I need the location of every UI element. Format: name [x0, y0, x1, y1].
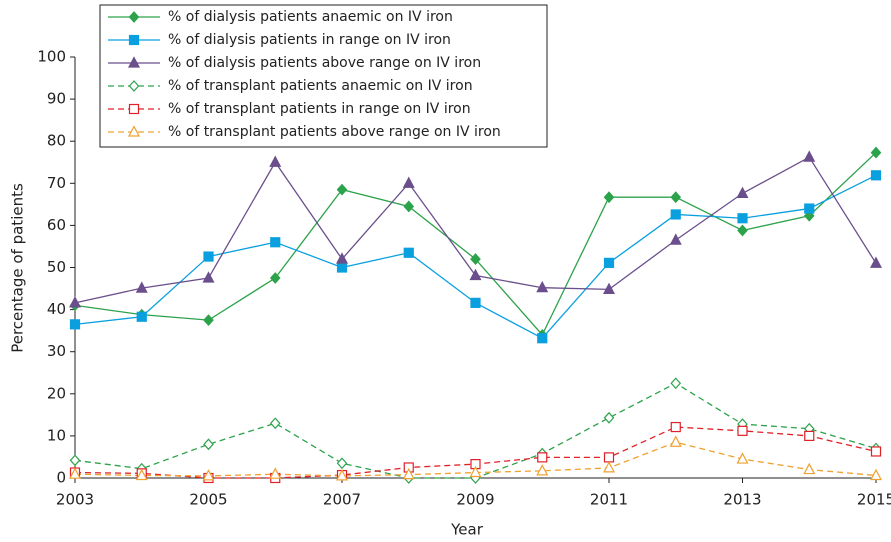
marker	[870, 170, 882, 181]
marker	[336, 252, 348, 264]
legend-label: % of dialysis patients in range on IV ir…	[168, 32, 451, 48]
marker	[670, 209, 681, 220]
legend-label: % of dialysis patients anaemic on IV iro…	[168, 9, 453, 25]
marker	[203, 438, 214, 451]
x-tick-label: 2003	[56, 491, 94, 509]
legend-marker	[128, 80, 140, 92]
marker	[69, 319, 81, 330]
marker	[202, 271, 215, 283]
marker	[336, 457, 348, 470]
legend-marker	[128, 56, 140, 68]
marker	[336, 183, 348, 196]
y-tick-label: 20	[47, 384, 66, 402]
marker	[269, 272, 281, 284]
y-tick-label: 30	[47, 342, 66, 360]
y-axis-label: Percentage of patients	[9, 183, 27, 353]
marker	[203, 314, 214, 327]
legend-marker	[128, 103, 140, 115]
marker	[737, 425, 748, 436]
marker	[202, 469, 215, 481]
x-tick-label: 2009	[456, 491, 494, 509]
legend: % of dialysis patients anaemic on IV iro…	[99, 4, 548, 148]
y-tick-label: 80	[47, 132, 66, 150]
y-tick-label: 100	[37, 48, 66, 66]
legend-marker	[128, 34, 140, 46]
marker	[336, 469, 348, 481]
marker	[336, 262, 348, 273]
marker	[402, 176, 415, 188]
marker	[269, 467, 282, 479]
y-tick-label: 60	[47, 216, 66, 234]
legend-label: % of transplant patients anaemic on IV i…	[168, 78, 473, 94]
marker	[269, 417, 281, 430]
marker	[135, 281, 148, 293]
marker	[669, 233, 682, 245]
y-tick-label: 0	[56, 469, 66, 487]
marker	[603, 191, 615, 204]
x-tick-label: 2005	[189, 491, 227, 509]
marker	[269, 155, 282, 167]
legend-marker	[128, 11, 140, 23]
marker	[737, 213, 748, 224]
marker	[670, 191, 682, 204]
marker	[537, 452, 548, 463]
y-tick-label: 40	[47, 300, 66, 318]
marker	[536, 464, 549, 476]
marker	[804, 430, 815, 441]
y-tick-label: 70	[47, 174, 66, 192]
marker	[737, 224, 748, 237]
y-tick-label: 90	[47, 90, 66, 108]
marker	[736, 452, 749, 464]
marker	[270, 237, 281, 248]
x-tick-label: 2011	[590, 491, 628, 509]
marker	[670, 377, 682, 390]
marker	[603, 257, 615, 268]
marker	[402, 467, 415, 480]
y-tick-label: 10	[47, 426, 66, 444]
marker	[670, 421, 681, 433]
x-axis-label: Year	[450, 521, 484, 539]
series-line	[74, 156, 877, 304]
marker	[736, 186, 749, 199]
marker	[470, 253, 481, 265]
legend-marker	[128, 125, 140, 137]
marker	[69, 467, 81, 479]
marker	[603, 282, 615, 294]
legend-label: % of transplant patients in range on IV …	[168, 101, 471, 117]
marker	[870, 256, 882, 268]
marker	[804, 203, 815, 214]
x-tick-label: 2007	[323, 491, 361, 509]
marker	[536, 280, 549, 293]
legend-label: % of transplant patients above range on …	[168, 124, 501, 140]
marker	[203, 251, 214, 262]
marker	[469, 465, 482, 478]
marker	[135, 468, 148, 481]
marker	[870, 146, 882, 159]
marker	[603, 461, 615, 473]
x-tick-label: 2013	[723, 491, 761, 509]
marker	[603, 452, 615, 463]
marker	[870, 446, 882, 457]
marker	[403, 247, 414, 258]
marker	[69, 454, 81, 467]
x-tick-label: 2015	[857, 491, 891, 509]
marker	[870, 468, 882, 481]
y-tick-label: 50	[47, 258, 66, 276]
marker	[403, 200, 415, 213]
marker	[669, 435, 682, 447]
marker	[537, 333, 548, 344]
marker	[69, 296, 81, 308]
legend-label: % of dialysis patients above range on IV…	[168, 55, 481, 71]
marker	[136, 311, 147, 322]
marker	[470, 297, 481, 308]
marker	[469, 268, 482, 281]
marker	[603, 411, 615, 424]
marker	[803, 462, 816, 475]
marker	[803, 150, 816, 162]
legend-box	[99, 4, 548, 148]
